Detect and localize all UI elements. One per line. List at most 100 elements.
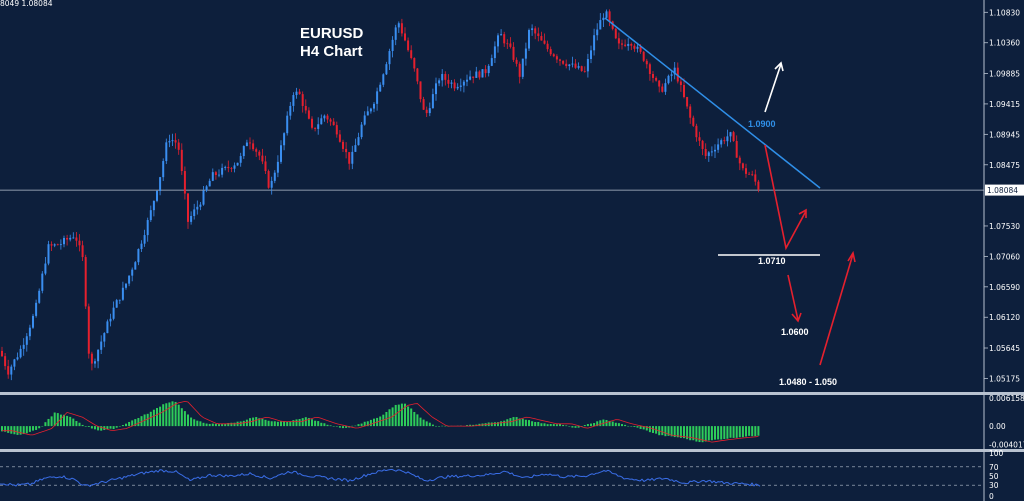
candle-body	[165, 142, 168, 162]
candle-body	[376, 91, 379, 104]
candle-body	[543, 40, 546, 44]
macd-bar	[738, 426, 741, 438]
annotation-1-0600: 1.0600	[781, 327, 809, 337]
candle-body	[109, 318, 112, 322]
macd-bar	[531, 421, 534, 427]
macd-bar	[56, 413, 59, 427]
candle-body	[614, 28, 617, 39]
candle-body	[292, 95, 295, 106]
rsi-panel-separator	[0, 449, 1024, 452]
macd-bar	[97, 426, 100, 431]
macd-bar	[614, 422, 617, 427]
macd-bar	[292, 420, 295, 427]
macd-bar	[295, 419, 298, 427]
macd-bar	[16, 426, 19, 435]
macd-bar	[224, 423, 227, 427]
candle-body	[41, 273, 44, 291]
candle-body	[369, 108, 372, 112]
candle-body	[171, 140, 174, 142]
macd-bar	[735, 426, 738, 438]
macd-bar	[413, 411, 416, 427]
macd-bar	[205, 423, 208, 427]
candle-body	[81, 245, 84, 258]
candle-body	[273, 172, 276, 181]
candle-body	[320, 118, 323, 125]
candle-body	[159, 177, 162, 192]
candle-body	[652, 73, 654, 78]
bullish-arrow	[764, 61, 784, 113]
macd-bar	[270, 421, 273, 427]
candle-body	[441, 74, 444, 81]
macd-bar	[583, 425, 586, 427]
macd-tick-label: 0.006158	[989, 394, 1024, 403]
macd-bar	[38, 426, 41, 429]
macd-bar	[109, 426, 112, 429]
candle-body	[47, 244, 50, 264]
candle-body	[648, 64, 651, 74]
macd-bar	[577, 426, 580, 428]
macd-bar	[751, 426, 754, 437]
macd-bar	[472, 424, 475, 427]
candle-body	[87, 306, 90, 354]
annotation-1-0710: 1.0710	[758, 256, 786, 266]
macd-bar	[441, 425, 444, 427]
price-axis-ticks: 1.10830 1.10360 1.09885 1.09415 1.08945 1.084…	[984, 8, 1020, 383]
candle-body	[221, 167, 224, 175]
macd-bar	[707, 426, 710, 441]
candle-body	[679, 81, 682, 86]
macd-bar	[493, 422, 496, 427]
macd-bar	[199, 421, 202, 427]
candle-body	[506, 43, 509, 45]
macd-bar	[701, 426, 704, 443]
macd-bar	[710, 426, 713, 441]
candle-body	[710, 151, 713, 153]
candle-body	[329, 119, 332, 122]
macd-bar	[208, 423, 211, 427]
candle-body	[128, 275, 131, 284]
macd-bar	[729, 426, 732, 438]
macd-bar	[75, 421, 78, 427]
macd-bar	[407, 406, 410, 427]
candle-body	[621, 43, 623, 45]
candle-body	[487, 65, 490, 74]
candle-body	[732, 132, 735, 142]
macd-bar	[571, 426, 574, 428]
candle-body	[404, 33, 406, 41]
macd-bar	[152, 409, 155, 427]
candle-body	[683, 85, 685, 98]
macd-bar	[435, 425, 437, 427]
candle-body	[534, 28, 537, 34]
macd-bar	[469, 424, 472, 427]
macd-bar	[273, 421, 276, 427]
price-tick-label: 1.09415	[989, 100, 1020, 109]
candle-body	[32, 315, 34, 328]
candle-body	[183, 171, 186, 194]
macd-bar	[661, 426, 664, 436]
candle-body	[459, 85, 462, 87]
rsi-line	[0, 468, 761, 488]
candle-body	[289, 105, 292, 116]
candle-body	[205, 186, 208, 191]
macd-bar	[332, 426, 335, 427]
candle-body	[4, 356, 7, 367]
candle-body	[218, 174, 220, 176]
price-tick-label: 1.08945	[989, 130, 1020, 139]
candle-body	[149, 210, 152, 221]
candle-body	[351, 151, 354, 164]
candle-body	[642, 51, 645, 61]
macd-bar	[568, 426, 571, 427]
candle-body	[518, 63, 521, 77]
macd-bar	[32, 426, 34, 431]
price-tick-label: 1.05645	[989, 344, 1020, 353]
candle-body	[602, 17, 605, 21]
candle-body	[252, 143, 255, 150]
candle-body	[559, 59, 561, 61]
candle-body	[475, 71, 478, 78]
macd-bar	[177, 404, 180, 427]
macd-bar	[512, 417, 515, 427]
macd-bar	[118, 426, 121, 427]
macd-bar	[366, 421, 369, 427]
candle-body	[286, 115, 289, 134]
macd-bar	[301, 418, 304, 427]
